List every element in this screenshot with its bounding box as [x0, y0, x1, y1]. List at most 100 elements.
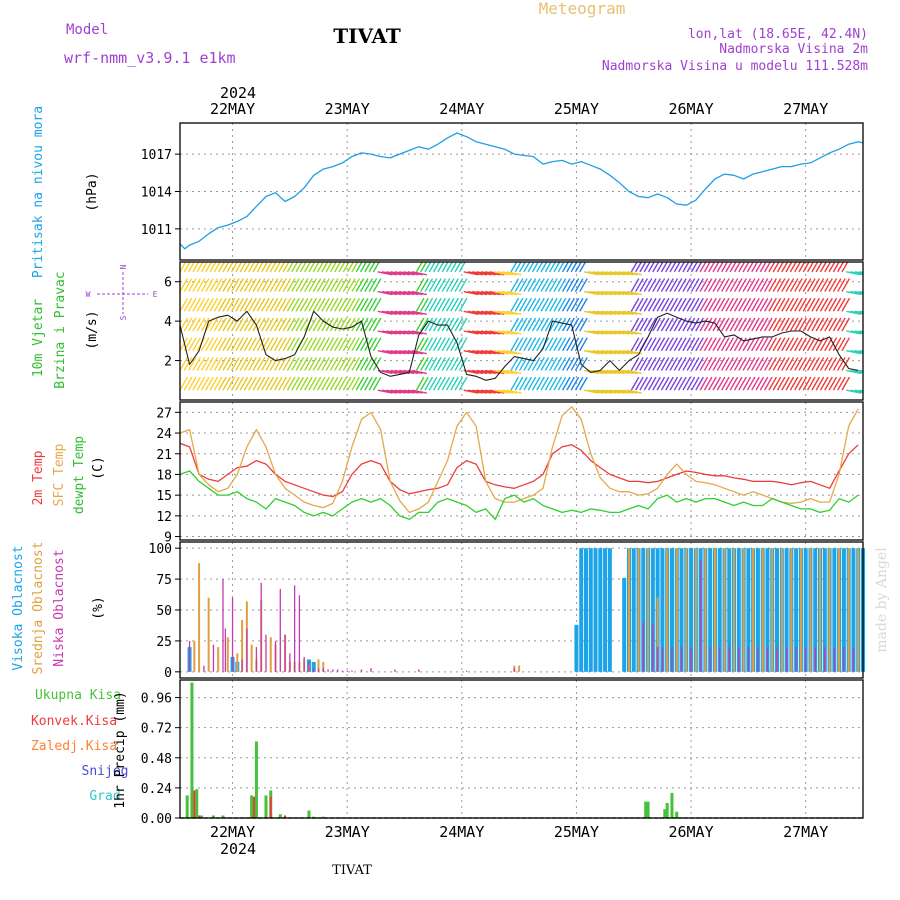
wind-barb — [859, 310, 863, 313]
wind-barb — [467, 290, 483, 296]
wind-barb — [308, 317, 318, 332]
low-cloud-bar — [805, 647, 807, 672]
wind-barb — [811, 376, 820, 391]
wind-barb — [824, 376, 833, 391]
wind-barb — [381, 330, 397, 335]
wind-barb — [463, 330, 479, 335]
wind-barb — [764, 297, 773, 312]
temp-2m-line — [179, 442, 859, 498]
wind-barb — [755, 278, 765, 292]
wind-barb — [647, 297, 657, 312]
wind-barb — [428, 376, 438, 391]
precip-total-bar — [675, 811, 679, 818]
temp-dewpt-line — [179, 470, 859, 520]
wind-barb — [811, 262, 819, 273]
wind-ytick-label: 6 — [164, 276, 172, 291]
wind-barb — [506, 330, 522, 335]
wind-barb — [381, 350, 397, 355]
wind-barb — [699, 297, 709, 312]
wind-barb — [536, 317, 545, 332]
wind-barb — [265, 317, 275, 332]
wind-barb — [239, 317, 249, 332]
wind-barb — [609, 350, 625, 355]
wind-barb — [364, 262, 372, 273]
wind-barb — [776, 262, 784, 273]
wind-barb — [815, 317, 825, 332]
wind-barb — [540, 297, 550, 312]
wind-barb — [742, 278, 752, 292]
wind-barb — [514, 297, 524, 312]
wind-barb — [480, 271, 496, 276]
wind-barb — [854, 290, 863, 294]
wind-barb — [665, 357, 674, 371]
wind-barb — [819, 262, 827, 273]
wind-barb — [308, 278, 318, 292]
cloud-panel: 0 25 50 75 100 — [149, 541, 865, 681]
wind-barb — [226, 317, 236, 332]
wind-barb — [647, 278, 657, 292]
wind-barb — [669, 337, 679, 352]
wind-barb — [605, 290, 621, 296]
wind-barb — [454, 317, 464, 332]
mid-cloud-bar — [656, 597, 659, 672]
wind-barb — [463, 389, 479, 394]
wind-barb — [832, 317, 842, 332]
wind-barb — [222, 376, 232, 391]
low-cloud-bar — [224, 628, 227, 672]
wind-barb — [433, 376, 442, 391]
wind-barb — [445, 357, 455, 371]
wind-barb — [403, 389, 419, 394]
bottom-day-label: 25MAY — [554, 823, 599, 841]
mid-cloud-bar — [666, 548, 669, 672]
mid-cloud-bar — [761, 548, 764, 672]
wind-barb — [381, 271, 397, 276]
wind-barb — [652, 376, 661, 391]
wind-barb — [334, 262, 342, 273]
mid-cloud-bar — [799, 548, 802, 672]
wind-barb — [626, 271, 642, 276]
wind-barb — [605, 330, 621, 335]
wind-barb — [630, 262, 638, 273]
wind-barb — [506, 369, 522, 375]
precip-total-bar — [221, 815, 225, 818]
wind-barb — [574, 317, 584, 332]
mid-cloud-bar — [241, 619, 244, 672]
wind-barb — [828, 317, 838, 332]
wind-barb — [514, 337, 524, 352]
wind-barb — [561, 262, 570, 273]
bottom-day-label: 24MAY — [439, 823, 484, 841]
wind-barb — [291, 297, 300, 312]
wind-barb — [647, 317, 657, 332]
wind-barb — [420, 262, 428, 273]
wind-barb — [308, 297, 318, 312]
wind-barb — [252, 262, 260, 273]
wind-barb — [781, 297, 790, 312]
wind-barb — [544, 357, 554, 371]
wind-barb — [630, 317, 640, 332]
wind-barb — [489, 330, 505, 335]
wind-barb — [738, 297, 747, 312]
wind-barb — [643, 357, 653, 371]
wind-barb — [561, 337, 571, 352]
wind-barb — [256, 376, 266, 391]
wind-barb — [510, 376, 520, 391]
mid-cloud-bar — [742, 548, 745, 672]
wind-barb — [497, 389, 513, 394]
wind-barb — [837, 337, 846, 352]
wind-barb — [252, 337, 262, 352]
wind-barb — [222, 262, 230, 273]
wind-barb — [355, 262, 363, 273]
wind-barb — [312, 376, 322, 391]
precip-total-bar — [670, 792, 674, 818]
mid-cloud-bar — [269, 637, 272, 672]
wind-barb — [742, 376, 752, 391]
wind-barb — [708, 337, 717, 352]
high-cloud-bar — [603, 548, 608, 672]
precip-total-bar — [644, 801, 648, 818]
wind-barb — [180, 357, 189, 371]
wind-barb — [785, 357, 795, 371]
bottom-day-label: 23MAY — [325, 823, 370, 841]
wind-barb — [390, 350, 406, 355]
wind-barb — [712, 357, 722, 371]
wind-barb — [832, 337, 842, 352]
